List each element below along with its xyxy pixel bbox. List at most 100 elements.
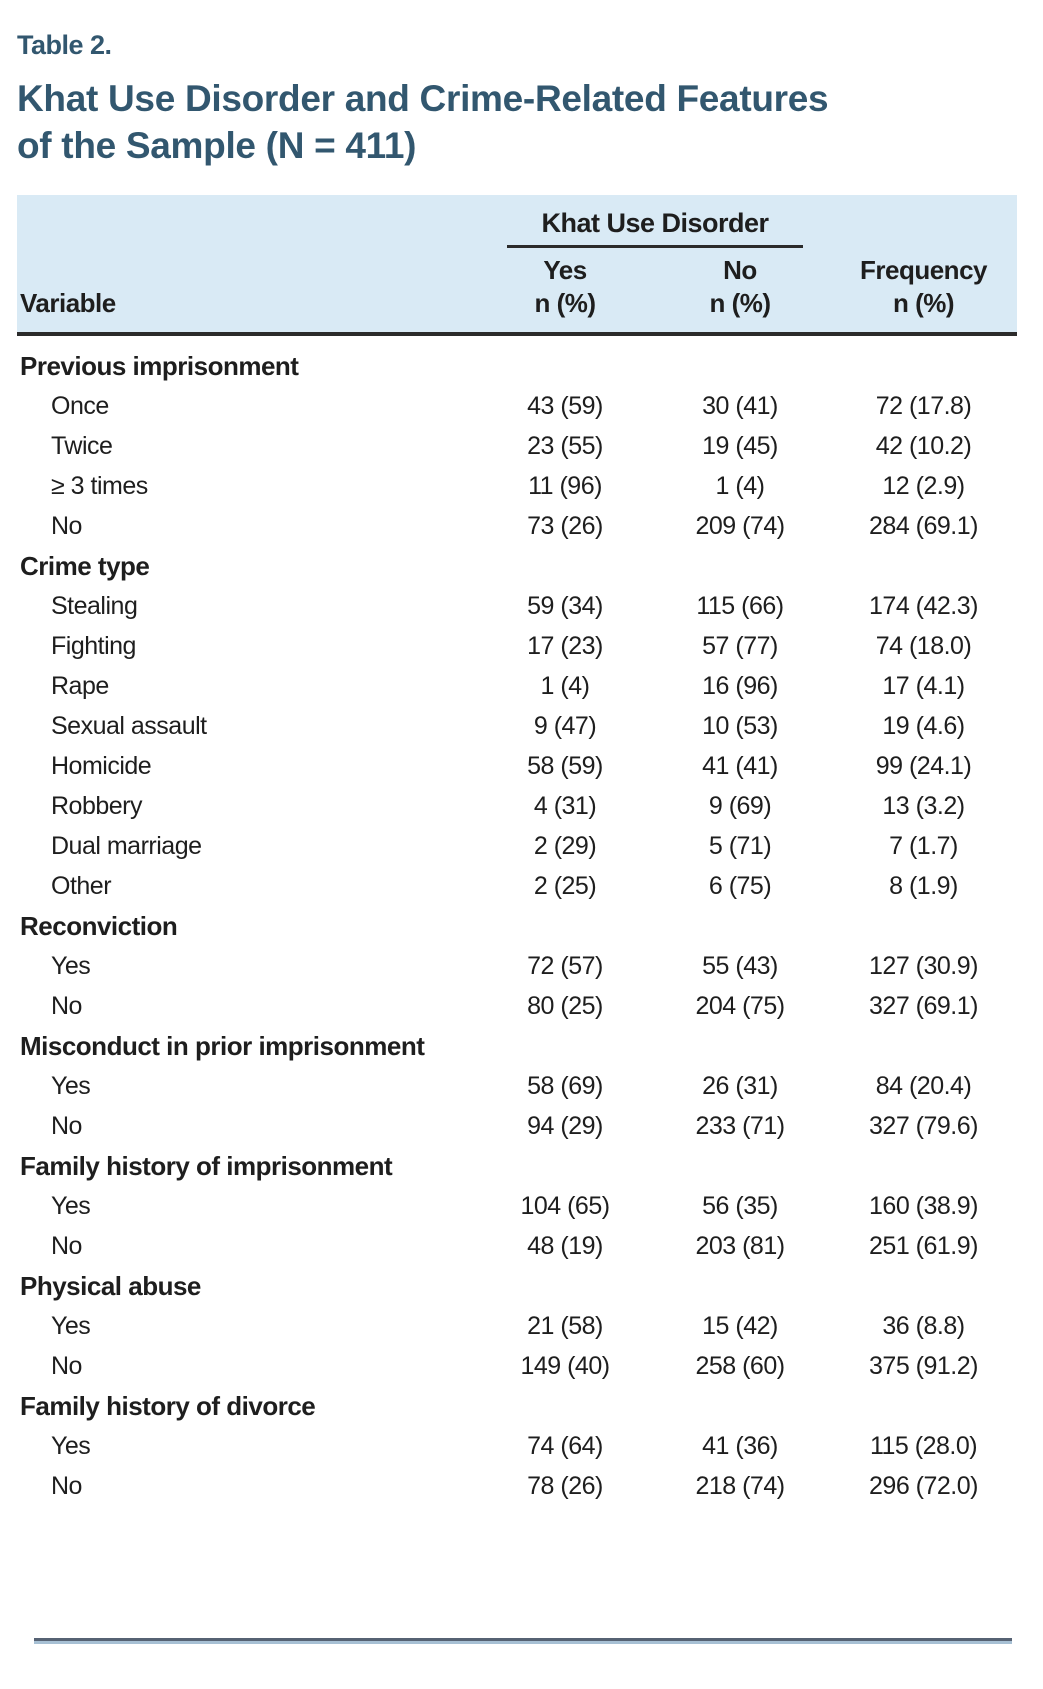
group-header-cell: Khat Use Disorder: [480, 195, 830, 248]
cell-frequency: 174 (42.3): [869, 591, 978, 620]
cell-yes: 58 (69): [527, 1071, 603, 1100]
table-row: Homicide 58 (59) 41 (41) 99 (24.1): [17, 746, 1017, 786]
cell-yes: 23 (55): [527, 431, 603, 460]
table-row: Rape 1 (4) 16 (96) 17 (4.1): [17, 666, 1017, 706]
table-row: No 78 (26) 218 (74) 296 (72.0): [17, 1466, 1017, 1506]
section-label: Family history of imprisonment: [20, 1150, 393, 1181]
row-label: Stealing: [51, 591, 138, 620]
row-label: Once: [51, 391, 109, 420]
group-header-label: Khat Use Disorder: [541, 208, 769, 238]
cell-no: 55 (43): [702, 951, 778, 980]
group-header-row: Khat Use Disorder: [17, 195, 1017, 248]
row-label: Other: [51, 871, 112, 900]
no-header-label: No: [723, 255, 757, 285]
section-label: Misconduct in prior imprisonment: [20, 1030, 425, 1061]
column-header-variable: Variable: [17, 248, 480, 334]
table-row: No 94 (29) 233 (71) 327 (79.6): [17, 1106, 1017, 1146]
table-row: Yes 21 (58) 15 (42) 36 (8.8): [17, 1306, 1017, 1346]
no-header-unit: n (%): [709, 288, 771, 318]
cell-no: 203 (81): [695, 1231, 785, 1260]
table-row: Stealing 59 (34) 115 (66) 174 (42.3): [17, 586, 1017, 626]
row-label: Sexual assault: [51, 711, 207, 740]
frequency-header-unit: n (%): [892, 288, 955, 318]
row-label: Homicide: [51, 751, 152, 780]
cell-yes: 104 (65): [520, 1191, 610, 1220]
cell-yes: 2 (25): [533, 871, 597, 900]
cell-no: 41 (36): [702, 1431, 778, 1460]
cell-yes: 73 (26): [527, 511, 603, 540]
cell-no: 30 (41): [702, 391, 778, 420]
section-header-row: Previous imprisonment: [17, 334, 1017, 386]
cell-no: 209 (74): [695, 511, 785, 540]
cell-frequency: 327 (79.6): [869, 1111, 978, 1140]
cell-no: 258 (60): [695, 1351, 785, 1380]
cell-frequency: 72 (17.8): [875, 391, 972, 420]
table-number-label: Table 2.: [17, 30, 112, 60]
column-header-no: No n (%): [650, 248, 830, 334]
cell-no: 16 (96): [702, 671, 778, 700]
cell-yes: 149 (40): [520, 1351, 610, 1380]
cell-no: 115 (66): [696, 591, 784, 620]
cell-frequency: 74 (18.0): [875, 631, 972, 660]
table-row: Other 2 (25) 6 (75) 8 (1.9): [17, 866, 1017, 906]
cell-frequency: 42 (10.2): [875, 431, 972, 460]
cell-no: 26 (31): [702, 1071, 778, 1100]
cell-yes: 94 (29): [527, 1111, 603, 1140]
row-label: Fighting: [51, 631, 136, 660]
cell-frequency: 327 (69.1): [869, 991, 978, 1020]
cell-yes: 78 (26): [527, 1471, 603, 1500]
section-header-row: Misconduct in prior imprisonment: [17, 1026, 1017, 1066]
cell-frequency: 12 (2.9): [882, 471, 965, 500]
bottom-rule: [34, 1638, 1012, 1644]
page: Table 2. Khat Use Disorder and Crime-Rel…: [0, 30, 1043, 1644]
section-header-row: Family history of divorce: [17, 1386, 1017, 1426]
row-label: Twice: [51, 431, 113, 460]
row-label: Yes: [51, 1071, 91, 1100]
cell-no: 41 (41): [702, 751, 778, 780]
section-header-row: Crime type: [17, 546, 1017, 586]
cell-frequency: 7 (1.7): [889, 831, 958, 860]
column-header-frequency: Frequency n (%): [830, 248, 1017, 334]
cell-frequency: 99 (24.1): [875, 751, 972, 780]
table-row: No 149 (40) 258 (60) 375 (91.2): [17, 1346, 1017, 1386]
cell-yes: 80 (25): [527, 991, 603, 1020]
cell-yes: 1 (4): [540, 671, 590, 700]
cell-yes: 74 (64): [527, 1431, 603, 1460]
cell-frequency: 84 (20.4): [875, 1071, 972, 1100]
row-label: Yes: [51, 1431, 91, 1460]
group-header-rule: [507, 245, 803, 248]
cell-frequency: 36 (8.8): [882, 1311, 965, 1340]
cell-yes: 48 (19): [527, 1231, 603, 1260]
cell-no: 204 (75): [695, 991, 785, 1020]
section-header-row: Physical abuse: [17, 1266, 1017, 1306]
cell-frequency: 251 (61.9): [869, 1231, 978, 1260]
page-title-line-2: of the Sample (N = 411): [17, 125, 417, 166]
cell-frequency: 375 (91.2): [869, 1351, 978, 1380]
cell-no: 10 (53): [702, 711, 778, 740]
row-label: Robbery: [51, 791, 143, 820]
cell-yes: 9 (47): [533, 711, 597, 740]
cell-yes: 4 (31): [533, 791, 597, 820]
cell-no: 233 (71): [695, 1111, 785, 1140]
section-label: Physical abuse: [20, 1270, 201, 1301]
row-label: Dual marriage: [51, 831, 202, 860]
cell-yes: 21 (58): [527, 1311, 603, 1340]
row-label: No: [51, 1471, 82, 1500]
frequency-header-label: Frequency: [860, 255, 988, 285]
cell-yes: 59 (34): [527, 591, 603, 620]
group-header-spacer-left: [17, 195, 480, 248]
cell-no: 9 (69): [708, 791, 772, 820]
table-row: No 48 (19) 203 (81) 251 (61.9): [17, 1226, 1017, 1266]
section-header-row: Family history of imprisonment: [17, 1146, 1017, 1186]
table-row: Robbery 4 (31) 9 (69) 13 (3.2): [17, 786, 1017, 826]
cell-no: 6 (75): [708, 871, 772, 900]
cell-frequency: 8 (1.9): [889, 871, 958, 900]
cell-frequency: 284 (69.1): [869, 511, 978, 540]
yes-header-unit: n (%): [534, 288, 596, 318]
cell-frequency: 127 (30.9): [869, 951, 978, 980]
table-row: Yes 104 (65) 56 (35) 160 (38.9): [17, 1186, 1017, 1226]
section-label: Family history of divorce: [20, 1390, 316, 1421]
section-label: Reconviction: [20, 910, 178, 941]
table-row: No 80 (25) 204 (75) 327 (69.1): [17, 986, 1017, 1026]
section-label: Crime type: [20, 550, 150, 581]
